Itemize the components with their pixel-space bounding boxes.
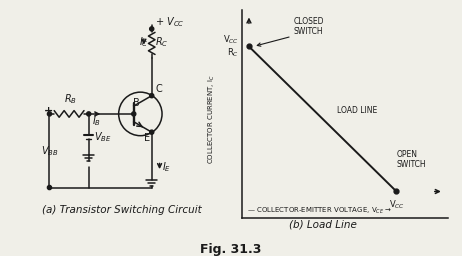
Text: (b) Load Line: (b) Load Line bbox=[289, 220, 357, 230]
Text: + V$_{CC}$: + V$_{CC}$ bbox=[155, 15, 184, 29]
Text: — COLLECTOR-EMITTER VOLTAGE, V$_{CE}$ →: — COLLECTOR-EMITTER VOLTAGE, V$_{CE}$ → bbox=[247, 206, 392, 216]
Circle shape bbox=[48, 185, 52, 190]
Text: E: E bbox=[145, 133, 151, 143]
Text: V$_{BE}$: V$_{BE}$ bbox=[95, 130, 112, 144]
Text: B: B bbox=[133, 98, 140, 108]
Text: LOAD LINE: LOAD LINE bbox=[337, 106, 378, 115]
Text: OPEN
SWITCH: OPEN SWITCH bbox=[396, 150, 426, 169]
Text: +: + bbox=[44, 106, 54, 116]
Text: CLOSED
SWITCH: CLOSED SWITCH bbox=[293, 17, 324, 36]
Text: V$_{CC}$
R$_C$: V$_{CC}$ R$_C$ bbox=[223, 34, 238, 59]
Circle shape bbox=[48, 112, 52, 116]
Circle shape bbox=[87, 112, 91, 116]
Circle shape bbox=[150, 27, 154, 31]
Circle shape bbox=[150, 130, 154, 134]
Text: Fig. 31.3: Fig. 31.3 bbox=[201, 243, 261, 256]
Text: V$_{BB}$: V$_{BB}$ bbox=[41, 144, 59, 158]
Text: I$_B$: I$_B$ bbox=[92, 114, 101, 128]
Text: I$_C$: I$_C$ bbox=[139, 36, 149, 49]
Circle shape bbox=[132, 112, 136, 116]
Text: I$_E$: I$_E$ bbox=[162, 160, 171, 174]
Text: C: C bbox=[155, 84, 162, 94]
Circle shape bbox=[150, 94, 154, 98]
Text: V$_{CC}$: V$_{CC}$ bbox=[389, 198, 405, 210]
Text: R$_C$: R$_C$ bbox=[155, 36, 168, 49]
Text: (a) Transistor Switching Circuit: (a) Transistor Switching Circuit bbox=[42, 205, 201, 215]
Text: R$_B$: R$_B$ bbox=[64, 92, 77, 106]
Text: COLLECTOR CURRENT, I$_C$: COLLECTOR CURRENT, I$_C$ bbox=[207, 74, 217, 164]
